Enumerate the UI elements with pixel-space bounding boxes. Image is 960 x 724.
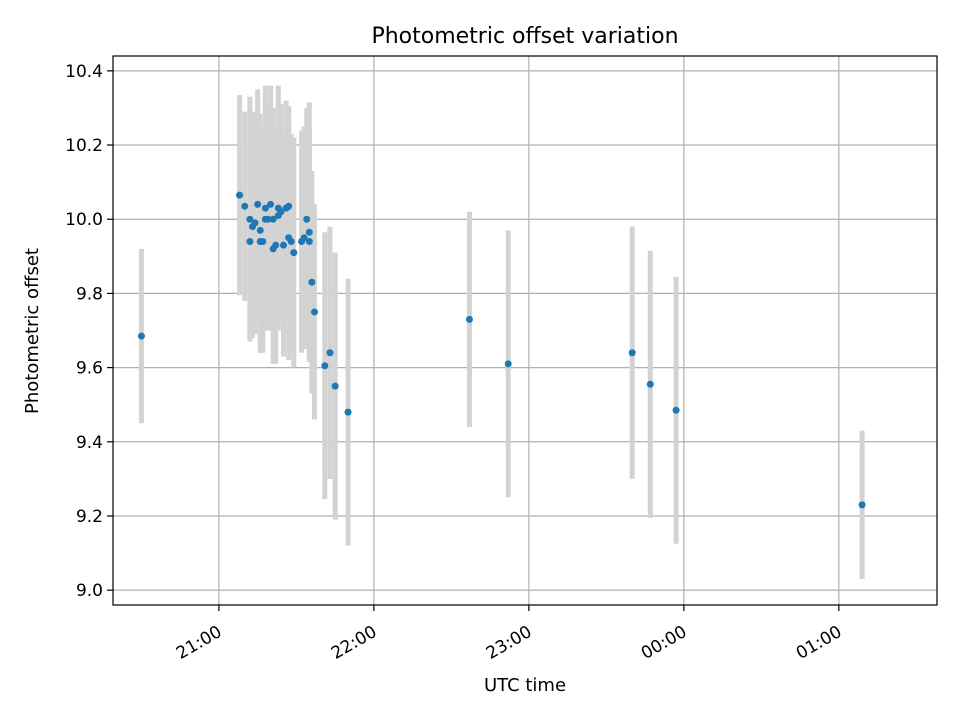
data-point: [303, 215, 311, 223]
data-point: [269, 215, 277, 223]
data-point: [246, 215, 254, 223]
data-point: [267, 200, 275, 208]
data-point: [285, 202, 293, 210]
data-point: [465, 315, 473, 323]
data-point: [305, 228, 313, 236]
y-tick-label: 9.6: [76, 359, 103, 379]
data-point: [310, 308, 318, 316]
chart-title: Photometric offset variation: [371, 24, 678, 49]
y-axis-label: Photometric offset: [22, 248, 43, 414]
data-point: [264, 215, 272, 223]
data-point: [279, 241, 287, 249]
data-point: [326, 349, 334, 357]
data-point: [287, 237, 295, 245]
data-point: [277, 208, 285, 216]
data-point: [672, 406, 680, 414]
y-tick-label: 9.4: [76, 433, 103, 453]
data-point: [308, 278, 316, 286]
data-point: [137, 332, 145, 340]
data-point: [331, 382, 339, 390]
data-point: [236, 191, 244, 199]
data-point: [321, 362, 329, 370]
x-axis-label: UTC time: [484, 675, 566, 696]
data-point: [504, 360, 512, 368]
data-point: [256, 226, 264, 234]
data-point: [251, 219, 259, 227]
data-point: [272, 241, 280, 249]
data-point: [628, 349, 636, 357]
data-point: [241, 202, 249, 210]
y-tick-label: 9.8: [76, 284, 103, 304]
data-point: [858, 501, 866, 509]
data-point: [300, 234, 308, 242]
data-point: [246, 237, 254, 245]
y-tick-label: 10.2: [65, 136, 103, 156]
data-point: [254, 200, 262, 208]
data-points: [137, 191, 866, 509]
y-tick-label: 10.0: [65, 210, 103, 230]
y-tick-label: 9.2: [76, 507, 103, 527]
y-tick-label: 10.4: [65, 62, 103, 82]
plot-frame: [112, 55, 938, 606]
data-point: [344, 408, 352, 416]
data-point: [259, 237, 267, 245]
data-point: [290, 249, 298, 257]
y-tick-label: 9.0: [76, 581, 103, 601]
data-point: [261, 204, 269, 212]
data-point: [646, 380, 654, 388]
data-point: [305, 237, 313, 245]
y-axis-ticks: 9.0 9.2 9.4 9.6 9.8 10.0 10.2 10.4: [65, 62, 113, 601]
